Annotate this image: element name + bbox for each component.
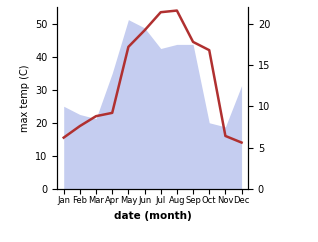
Y-axis label: max temp (C): max temp (C) [20, 64, 30, 132]
X-axis label: date (month): date (month) [114, 211, 191, 221]
